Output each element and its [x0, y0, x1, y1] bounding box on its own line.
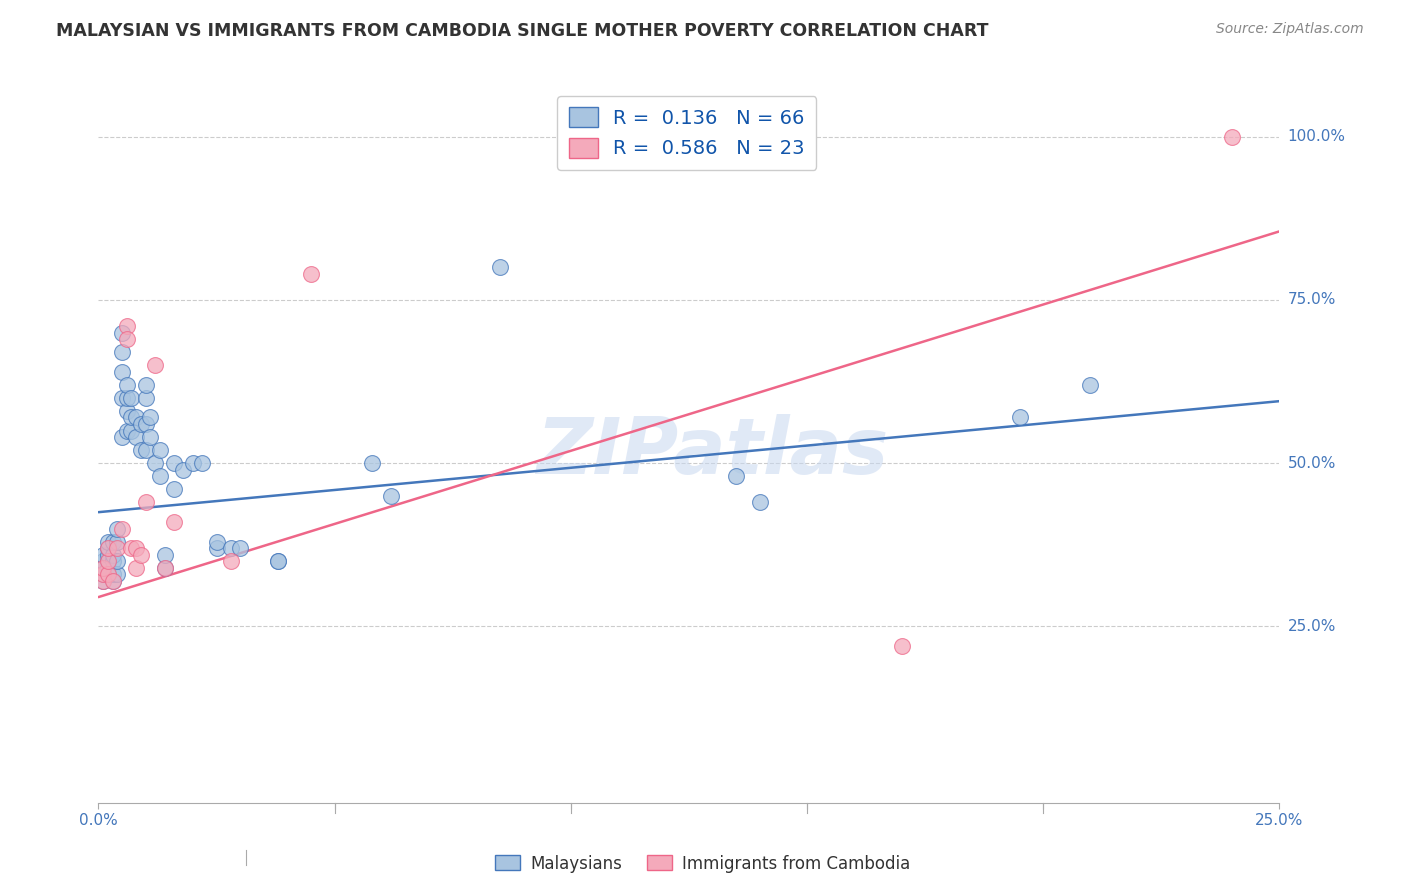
Point: [97, 567, 120, 582]
Point: [125, 410, 148, 425]
Point: [654, 136, 676, 151]
Point: [129, 417, 152, 431]
Point: [205, 541, 228, 555]
Point: [115, 332, 138, 346]
Point: [105, 534, 128, 549]
Point: [91, 567, 114, 582]
Point: [1220, 129, 1243, 144]
Point: [1008, 410, 1031, 425]
Point: [153, 560, 176, 574]
Point: [105, 554, 128, 568]
Text: MALAYSIAN VS IMMIGRANTS FROM CAMBODIA SINGLE MOTHER POVERTY CORRELATION CHART: MALAYSIAN VS IMMIGRANTS FROM CAMBODIA SI…: [56, 22, 988, 40]
Point: [125, 560, 148, 574]
Point: [101, 534, 124, 549]
Point: [91, 548, 114, 562]
Text: 25.0%: 25.0%: [1288, 619, 1336, 634]
Text: 50.0%: 50.0%: [1288, 456, 1336, 471]
Point: [125, 430, 148, 444]
Point: [748, 495, 770, 509]
Point: [91, 574, 114, 588]
Point: [229, 541, 252, 555]
Point: [489, 260, 512, 275]
Point: [101, 567, 124, 582]
Point: [115, 377, 138, 392]
Point: [205, 534, 228, 549]
Point: [111, 430, 134, 444]
Point: [267, 554, 290, 568]
Point: [91, 560, 114, 574]
Point: [219, 554, 242, 568]
Point: [135, 417, 157, 431]
Point: [143, 456, 166, 470]
Point: [111, 521, 134, 535]
Point: [163, 456, 186, 470]
Point: [91, 574, 114, 588]
Point: [97, 560, 120, 574]
Point: [219, 541, 242, 555]
Point: [111, 345, 134, 359]
Point: [111, 391, 134, 405]
Point: [121, 424, 143, 438]
Point: [97, 567, 120, 582]
Point: [111, 326, 134, 340]
Point: [105, 567, 128, 582]
Point: [101, 548, 124, 562]
Point: [97, 541, 120, 555]
Point: [153, 548, 176, 562]
Legend: Malaysians, Immigrants from Cambodia: Malaysians, Immigrants from Cambodia: [489, 848, 917, 880]
Point: [111, 365, 134, 379]
Point: [101, 574, 124, 588]
Point: [105, 541, 128, 555]
Point: [172, 463, 194, 477]
Point: [163, 483, 186, 497]
Point: [149, 443, 172, 458]
Point: [299, 267, 322, 281]
Point: [115, 319, 138, 334]
Point: [105, 521, 128, 535]
Point: [135, 495, 157, 509]
Point: [1080, 377, 1102, 392]
Point: [101, 554, 124, 568]
Point: [181, 456, 204, 470]
Point: [97, 548, 120, 562]
Point: [101, 574, 124, 588]
Text: 100.0%: 100.0%: [1288, 129, 1346, 145]
Point: [97, 534, 120, 549]
Point: [115, 424, 138, 438]
Point: [361, 456, 384, 470]
Text: ZIPatlas: ZIPatlas: [537, 414, 889, 490]
Point: [115, 404, 138, 418]
Point: [139, 430, 162, 444]
Point: [91, 560, 114, 574]
Point: [149, 469, 172, 483]
Point: [139, 410, 162, 425]
Point: [135, 377, 157, 392]
Legend: R =  0.136   N = 66, R =  0.586   N = 23: R = 0.136 N = 66, R = 0.586 N = 23: [557, 95, 817, 169]
Point: [135, 443, 157, 458]
Point: [121, 391, 143, 405]
Point: [129, 443, 152, 458]
Point: [191, 456, 214, 470]
Point: [121, 410, 143, 425]
Point: [380, 489, 402, 503]
Point: [135, 391, 157, 405]
Point: [115, 391, 138, 405]
Point: [725, 469, 748, 483]
Point: [97, 541, 120, 555]
Point: [267, 554, 290, 568]
Point: [125, 541, 148, 555]
Point: [890, 639, 912, 653]
Text: Source: ZipAtlas.com: Source: ZipAtlas.com: [1216, 22, 1364, 37]
Text: 75.0%: 75.0%: [1288, 293, 1336, 308]
Point: [163, 515, 186, 529]
Point: [153, 560, 176, 574]
Point: [91, 554, 114, 568]
Point: [97, 554, 120, 568]
Point: [97, 554, 120, 568]
Point: [143, 358, 166, 372]
Point: [129, 548, 152, 562]
Point: [91, 567, 114, 582]
Point: [121, 541, 143, 555]
